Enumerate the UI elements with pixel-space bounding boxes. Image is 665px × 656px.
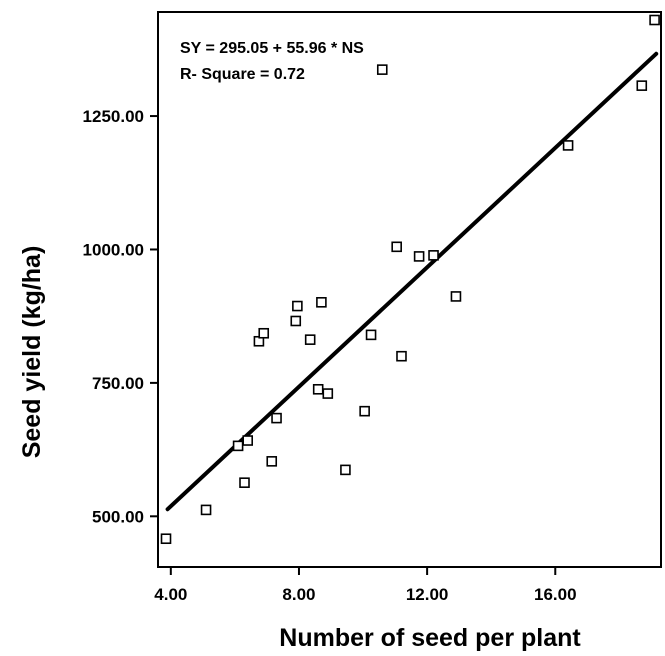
y-axis-ticks: 500.00 750.00 1000.00 1250.00: [83, 107, 158, 526]
data-point: [232, 440, 244, 452]
data-point: [376, 64, 388, 75]
data-point: [428, 250, 439, 261]
y-tick-label: 750.00: [92, 374, 144, 393]
annotation-equation: SY = 295.05 + 55.96 * NS: [180, 40, 364, 57]
data-point: [292, 300, 303, 312]
data-point: [636, 80, 648, 91]
data-point: [365, 329, 377, 341]
y-tick-label: 1000.00: [83, 240, 144, 259]
data-point: [304, 334, 316, 345]
data-point: [340, 464, 351, 476]
data-point: [649, 14, 660, 26]
y-tick-label: 500.00: [92, 507, 144, 526]
data-point: [239, 477, 250, 488]
x-tick-label: 4.00: [154, 585, 187, 604]
data-point: [200, 504, 212, 516]
data-point: [562, 140, 574, 151]
x-tick-label: 12.00: [406, 585, 449, 604]
regression-line-group: [165, 51, 659, 512]
data-points: [160, 14, 660, 545]
data-point: [312, 383, 324, 395]
plot-frame: [157, 11, 662, 568]
data-point: [271, 412, 282, 424]
x-axis-title: Number of seed per plant: [279, 624, 581, 652]
data-point: [322, 388, 334, 399]
data-point: [391, 241, 402, 253]
data-point: [396, 350, 407, 362]
y-tick-label: 1250.00: [83, 107, 144, 126]
annotation-r-square: R- Square = 0.72: [180, 66, 305, 83]
x-tick-label: 8.00: [282, 585, 315, 604]
regression-line: [165, 51, 659, 512]
x-axis-ticks: 4.00 8.00 12.00 16.00: [154, 567, 577, 604]
data-point: [290, 315, 302, 327]
data-point: [258, 327, 270, 339]
data-point: [450, 291, 462, 302]
y-axis-title: Seed yield (kg/ha): [18, 246, 46, 459]
data-point: [359, 405, 370, 417]
x-tick-label: 16.00: [534, 585, 577, 604]
data-point: [160, 533, 172, 545]
data-point: [316, 297, 327, 308]
data-point: [242, 435, 254, 446]
data-point: [266, 456, 278, 467]
data-point: [413, 251, 425, 262]
